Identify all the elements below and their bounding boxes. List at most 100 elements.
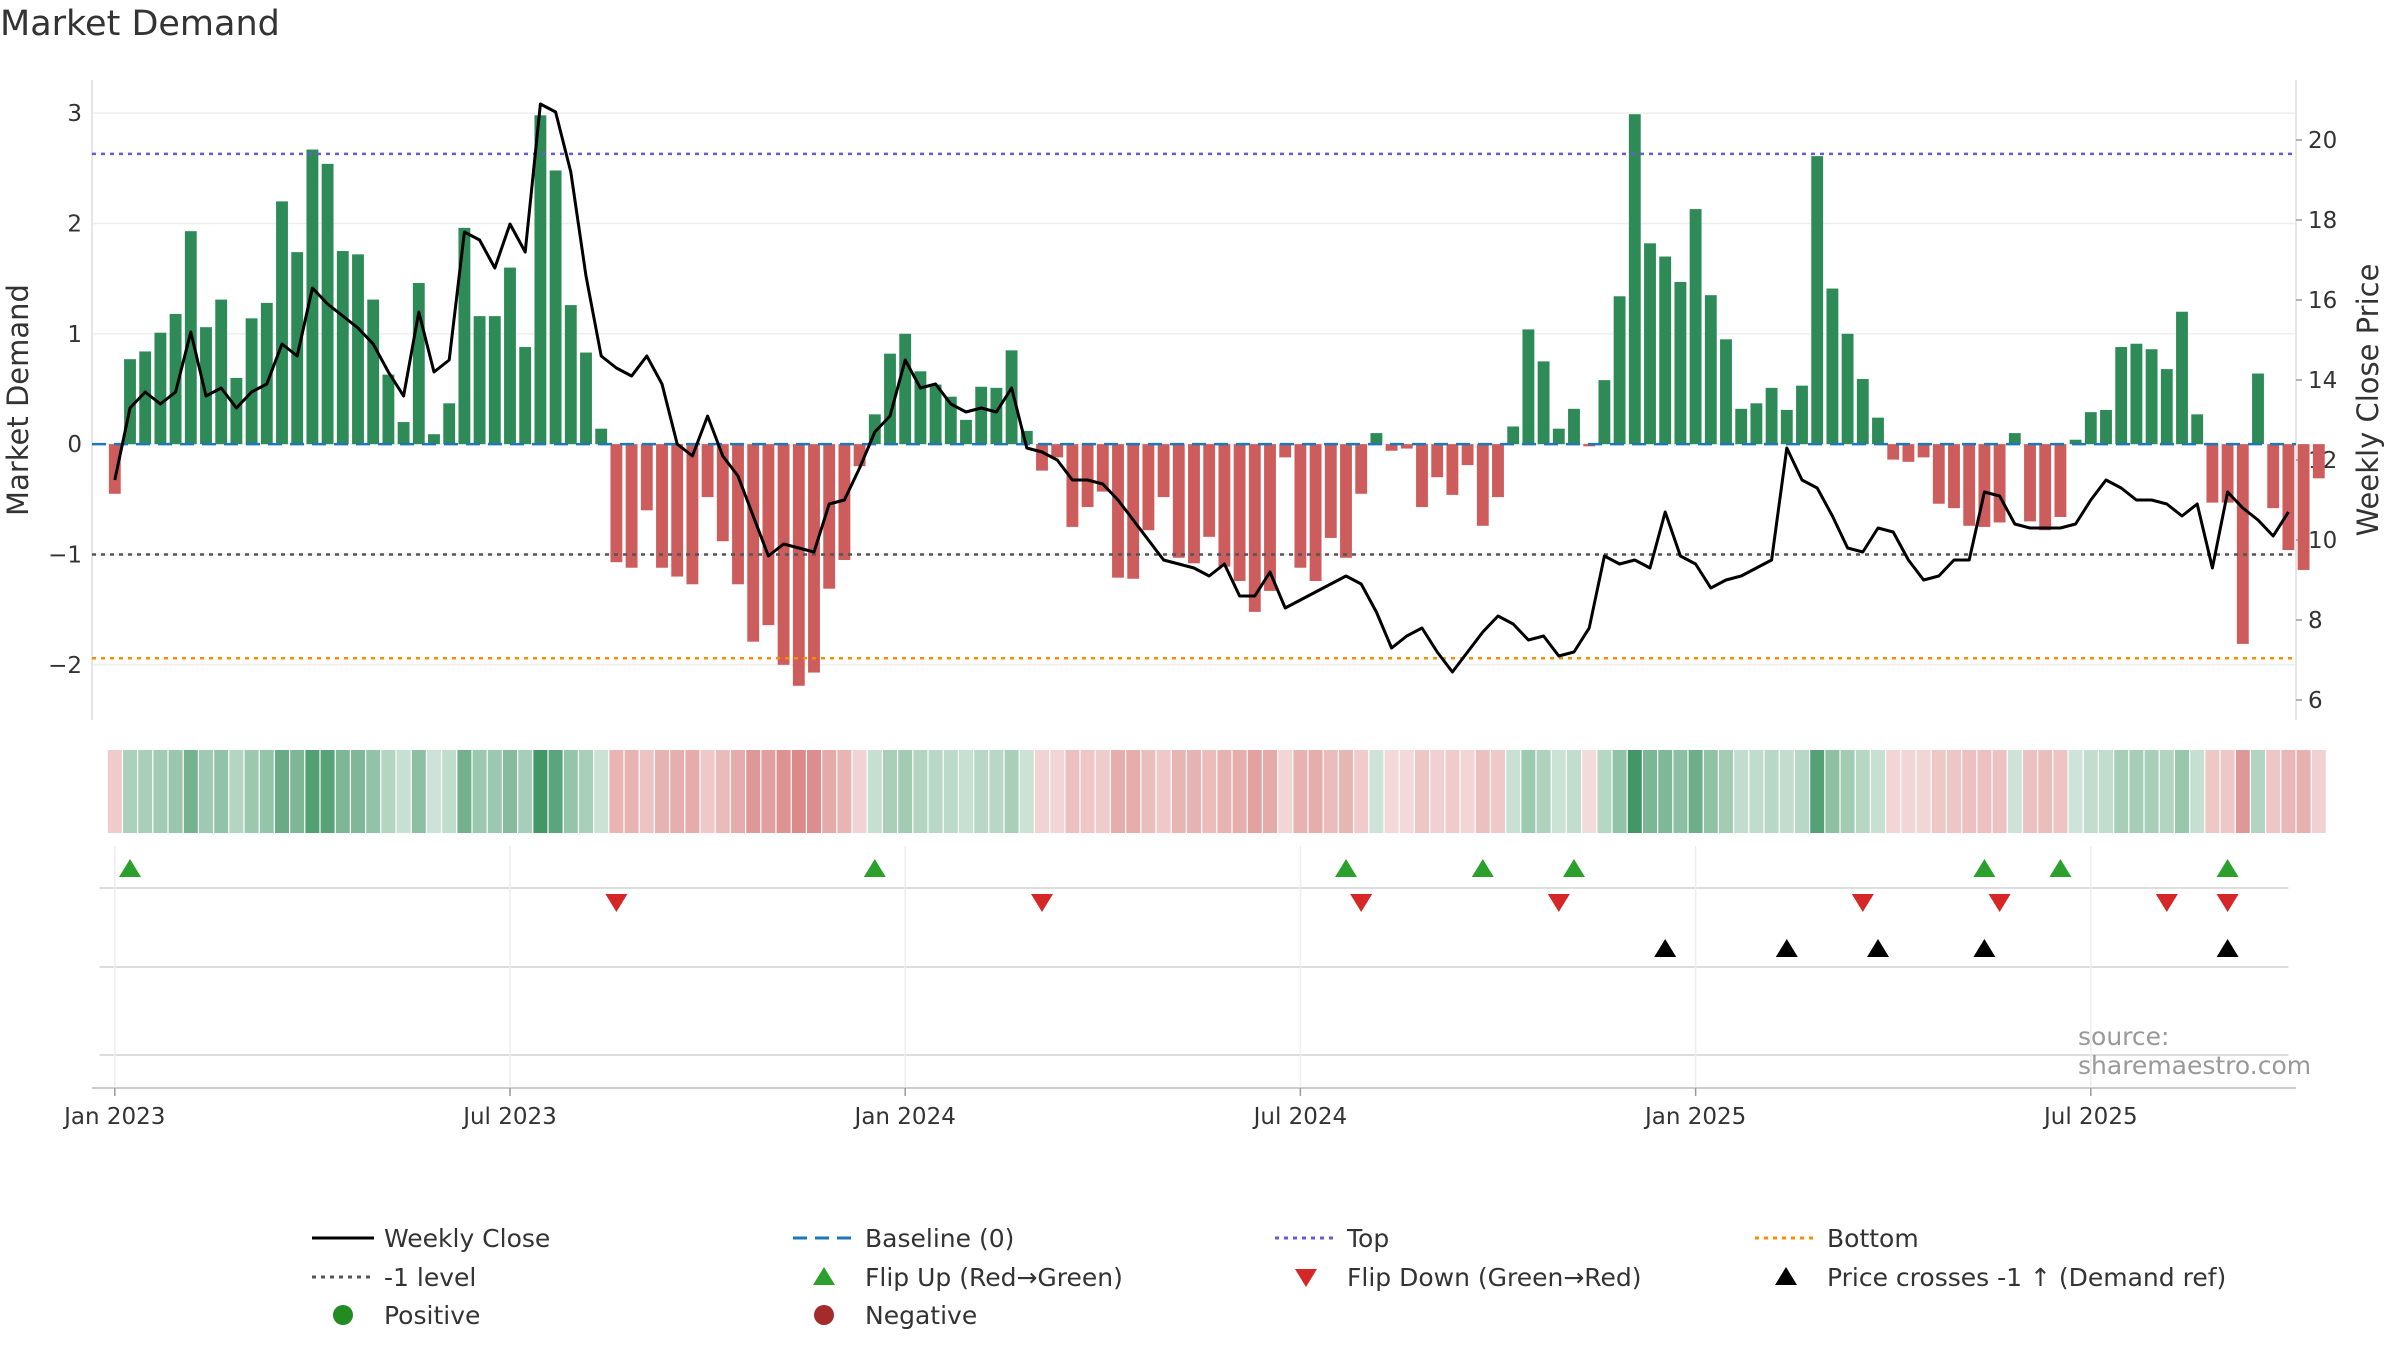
demand-bar bbox=[382, 374, 395, 445]
x-tick-label: Jan 2023 bbox=[62, 1104, 165, 1130]
demand-bar bbox=[686, 444, 699, 585]
y2-tick-label: 14 bbox=[2308, 368, 2337, 394]
demand-bar bbox=[1446, 444, 1459, 495]
demand-bar bbox=[443, 403, 456, 445]
flip-up-marker bbox=[119, 859, 141, 877]
demand-bar bbox=[1826, 288, 1839, 445]
y-tick-label: 0 bbox=[67, 432, 82, 458]
heat-cell bbox=[1339, 750, 1353, 833]
heat-cell bbox=[320, 750, 335, 833]
legend-item: Positive bbox=[333, 1301, 480, 1330]
heat-cell bbox=[1323, 750, 1338, 833]
heat-cell bbox=[731, 750, 745, 833]
demand-bar bbox=[139, 351, 152, 445]
heat-cell bbox=[533, 750, 548, 833]
heat-cell bbox=[776, 750, 791, 833]
demand-bar bbox=[1674, 281, 1687, 445]
heat-cell bbox=[2175, 750, 2189, 833]
heat-cell bbox=[1156, 750, 1171, 833]
y-tick-label: −1 bbox=[48, 542, 82, 568]
demand-bar bbox=[352, 254, 364, 445]
heat-cell bbox=[1901, 750, 1916, 833]
heat-cell bbox=[1992, 750, 2007, 833]
heat-cell bbox=[381, 750, 396, 833]
heat-cell bbox=[2144, 750, 2159, 833]
heat-cell bbox=[715, 750, 730, 833]
demand-bar bbox=[1568, 408, 1580, 445]
heat-cell bbox=[1247, 750, 1262, 833]
heat-cell bbox=[259, 750, 274, 833]
heat-cell bbox=[837, 750, 852, 833]
y2-tick-label: 8 bbox=[2308, 608, 2323, 634]
demand-bar bbox=[124, 359, 136, 445]
legend-item: Bottom bbox=[1755, 1224, 1919, 1253]
heat-cell bbox=[472, 750, 487, 833]
heat-cell bbox=[1232, 750, 1247, 833]
flip-down-marker bbox=[1547, 894, 1570, 912]
demand-bar bbox=[1203, 444, 1216, 537]
heat-cell bbox=[1019, 750, 1034, 833]
heat-cell bbox=[928, 750, 943, 833]
demand-bar bbox=[230, 377, 243, 445]
heat-cell bbox=[427, 750, 441, 833]
heat-cell bbox=[639, 750, 654, 833]
demand-bar bbox=[1507, 426, 1520, 445]
demand-bar bbox=[580, 352, 592, 445]
heat-cell bbox=[487, 750, 502, 833]
heat-cell bbox=[1855, 750, 1870, 833]
demand-bar bbox=[899, 333, 912, 445]
legend-label: Baseline (0) bbox=[865, 1224, 1014, 1253]
demand-bar bbox=[1461, 444, 1474, 466]
demand-bar bbox=[397, 422, 410, 445]
demand-bar bbox=[2236, 444, 2249, 644]
demand-bar bbox=[1142, 444, 1155, 531]
source-note: source: sharemaestro.com bbox=[2078, 1022, 2312, 1080]
heat-cell bbox=[579, 750, 593, 833]
demand-bar bbox=[519, 347, 532, 445]
heat-cell bbox=[244, 750, 259, 833]
demand-bar bbox=[1659, 256, 1672, 445]
demand-bar bbox=[1948, 444, 1960, 509]
demand-bar bbox=[1051, 444, 1064, 458]
heat-cell bbox=[1840, 750, 1855, 833]
legend-label: -1 level bbox=[384, 1263, 476, 1292]
demand-bar bbox=[1400, 444, 1413, 449]
heat-cell bbox=[1536, 750, 1551, 833]
demand-bars bbox=[108, 114, 2325, 686]
y-tick-label: −2 bbox=[48, 653, 82, 679]
demand-bar bbox=[1112, 444, 1124, 578]
demand-bar bbox=[473, 316, 486, 445]
price-cross-marker bbox=[1775, 939, 1798, 957]
legend: Weekly Close Baseline (0) Top Bottom -1 leve… bbox=[312, 1224, 2226, 1330]
demand-bar bbox=[2221, 444, 2234, 503]
heat-cell bbox=[1111, 750, 1125, 833]
legend-label: Flip Up (Red→Green) bbox=[865, 1263, 1123, 1292]
heat-cell bbox=[1475, 750, 1490, 833]
demand-bar bbox=[2054, 444, 2067, 517]
heat-cell bbox=[2038, 750, 2053, 833]
demand-bar bbox=[1735, 408, 1748, 445]
flip-up-marker bbox=[1563, 859, 1585, 877]
demand-bar bbox=[990, 387, 1003, 445]
heat-cell bbox=[1080, 750, 1095, 833]
heat-cell bbox=[2220, 750, 2235, 833]
heat-cell bbox=[761, 750, 776, 833]
heat-cell bbox=[867, 750, 882, 833]
heat-cell bbox=[1278, 750, 1293, 833]
heat-cell bbox=[1734, 750, 1749, 833]
legend-item: Flip Down (Green→Red) bbox=[1295, 1263, 1642, 1292]
heat-cell bbox=[229, 750, 244, 833]
x-tick-label: Jan 2025 bbox=[1643, 1104, 1746, 1130]
demand-bar bbox=[1294, 444, 1307, 568]
heat-cell bbox=[290, 750, 305, 833]
demand-bar bbox=[1704, 295, 1717, 445]
demand-bar bbox=[1689, 209, 1702, 445]
demand-bar bbox=[1872, 417, 1884, 445]
demand-bar bbox=[1279, 444, 1292, 458]
heat-cell bbox=[1065, 750, 1080, 833]
legend-item: Weekly Close bbox=[312, 1224, 550, 1253]
heat-cell bbox=[655, 750, 669, 833]
heat-cell bbox=[1597, 750, 1612, 833]
legend-label: Bottom bbox=[1827, 1224, 1919, 1253]
